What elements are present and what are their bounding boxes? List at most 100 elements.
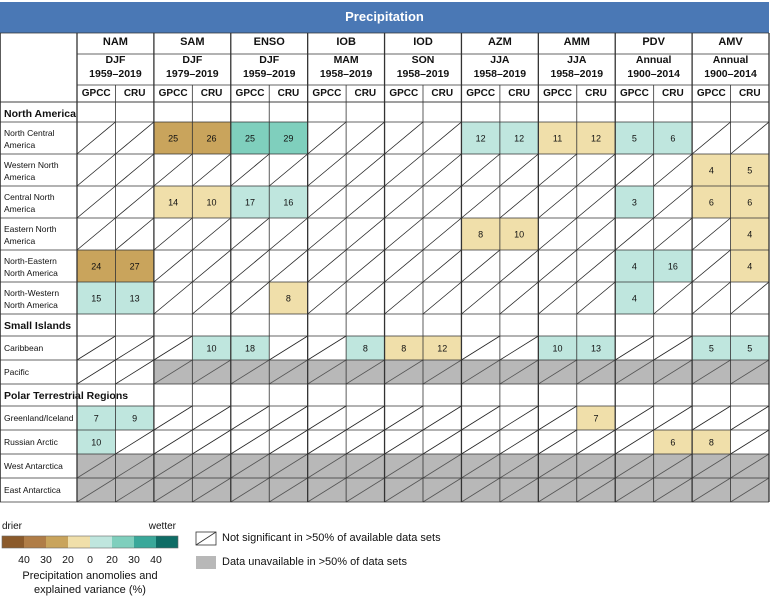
value-cell	[115, 406, 154, 430]
not-significant-hatch	[307, 217, 347, 251]
not-significant-hatch	[192, 281, 232, 315]
value-cell	[499, 218, 539, 250]
legend-swatch	[68, 536, 90, 548]
unavailable-hatch	[538, 359, 577, 385]
index-label: AZM	[488, 36, 512, 48]
period-label: 1959–2019	[243, 68, 296, 80]
not-significant-hatch	[615, 335, 654, 361]
not-significant-hatch	[384, 121, 424, 155]
not-significant-hatch	[384, 185, 424, 219]
unavailable-hatch	[653, 453, 693, 479]
not-significant-hatch	[576, 249, 616, 283]
not-significant-hatch	[499, 281, 539, 315]
not-significant-hatch	[576, 217, 616, 251]
not-significant-hatch	[422, 429, 462, 455]
row-label: Caribbean	[4, 343, 43, 353]
legend-caption: explained variance (%)	[34, 584, 146, 596]
unavailable-hatch	[576, 359, 616, 385]
not-significant-hatch	[230, 153, 270, 187]
value-cell	[692, 186, 731, 218]
period-label: 1958–2019	[397, 68, 450, 80]
not-significant-hatch	[422, 185, 462, 219]
value-cell	[77, 282, 116, 314]
value-label: 10	[207, 344, 217, 354]
unavailable-hatch	[269, 477, 308, 503]
not-significant-hatch	[538, 185, 578, 219]
not-significant-hatch	[538, 405, 577, 431]
legend-tick-label: 40	[18, 554, 30, 566]
period-label: 1959–2019	[89, 68, 142, 80]
not-significant-hatch	[153, 335, 193, 361]
not-significant-hatch	[422, 281, 462, 315]
not-significant-hatch	[384, 153, 424, 187]
row-label: North Central	[4, 128, 55, 138]
value-cell	[230, 122, 270, 154]
unavailable-hatch	[230, 359, 270, 385]
unavailable-hatch	[269, 453, 308, 479]
season-label: DJF	[182, 54, 202, 66]
unavailable-hatch	[192, 359, 231, 385]
not-significant-hatch	[691, 249, 731, 283]
not-significant-hatch	[269, 429, 308, 455]
legend-unavailable-box	[196, 556, 216, 569]
dataset-label: GPCC	[312, 88, 341, 99]
not-significant-hatch	[345, 121, 385, 155]
season-label: Annual	[713, 54, 749, 66]
legend-unavailable-label: Data unavailable in >50% of data sets	[222, 556, 407, 568]
not-significant-hatch	[461, 249, 501, 283]
not-significant-hatch	[307, 281, 347, 315]
value-cell	[153, 186, 193, 218]
value-label: 6	[747, 198, 752, 208]
value-label: 17	[245, 198, 255, 208]
dataset-label: CRU	[201, 88, 223, 99]
title-bar	[0, 2, 769, 33]
not-significant-hatch	[76, 359, 116, 385]
value-label: 7	[94, 414, 99, 424]
region-group-label: Polar Terrestrial Regions	[4, 390, 128, 402]
region-group-label: North America	[4, 108, 76, 120]
not-significant-hatch	[345, 249, 385, 283]
unavailable-hatch	[422, 453, 462, 479]
not-significant-hatch	[76, 217, 116, 251]
index-label: IOD	[413, 36, 433, 48]
unavailable-hatch	[192, 477, 231, 503]
legend-tick-label: 20	[62, 554, 74, 566]
value-cell	[538, 122, 577, 154]
value-cell	[692, 336, 731, 360]
value-cell	[653, 250, 693, 282]
row-label: Central North	[4, 192, 55, 202]
value-label: 10	[553, 344, 563, 354]
index-label: AMM	[564, 36, 590, 48]
season-label: MAM	[334, 54, 359, 66]
unavailable-hatch	[691, 477, 731, 503]
unavailable-hatch	[538, 453, 577, 479]
not-significant-hatch	[653, 335, 693, 361]
value-cell	[576, 122, 616, 154]
dataset-label: GPCC	[82, 88, 111, 99]
not-significant-hatch	[384, 405, 424, 431]
row-label: Eastern North	[4, 224, 57, 234]
value-cell	[115, 282, 154, 314]
not-significant-hatch	[422, 249, 462, 283]
season-label: Annual	[636, 54, 672, 66]
value-label: 8	[363, 344, 368, 354]
not-significant-hatch	[307, 153, 347, 187]
unavailable-hatch	[153, 477, 193, 503]
index-label: PDV	[642, 36, 665, 48]
not-significant-hatch	[691, 281, 731, 315]
not-significant-hatch	[422, 121, 462, 155]
not-significant-hatch	[192, 429, 231, 455]
not-significant-hatch	[614, 153, 654, 187]
period-label: 1958–2019	[550, 68, 603, 80]
legend-bar-frame	[1, 535, 179, 549]
not-significant-hatch	[422, 405, 462, 431]
legend-swatch	[46, 536, 68, 548]
not-significant-hatch	[653, 185, 693, 219]
value-cell	[653, 430, 693, 454]
value-cell	[192, 122, 231, 154]
unavailable-hatch	[461, 359, 501, 385]
not-significant-hatch	[269, 405, 308, 431]
legend-not-significant-label: Not significant in >50% of available dat…	[222, 532, 441, 544]
legend-tick-label: 40	[150, 554, 162, 566]
dataset-label: GPCC	[697, 88, 726, 99]
